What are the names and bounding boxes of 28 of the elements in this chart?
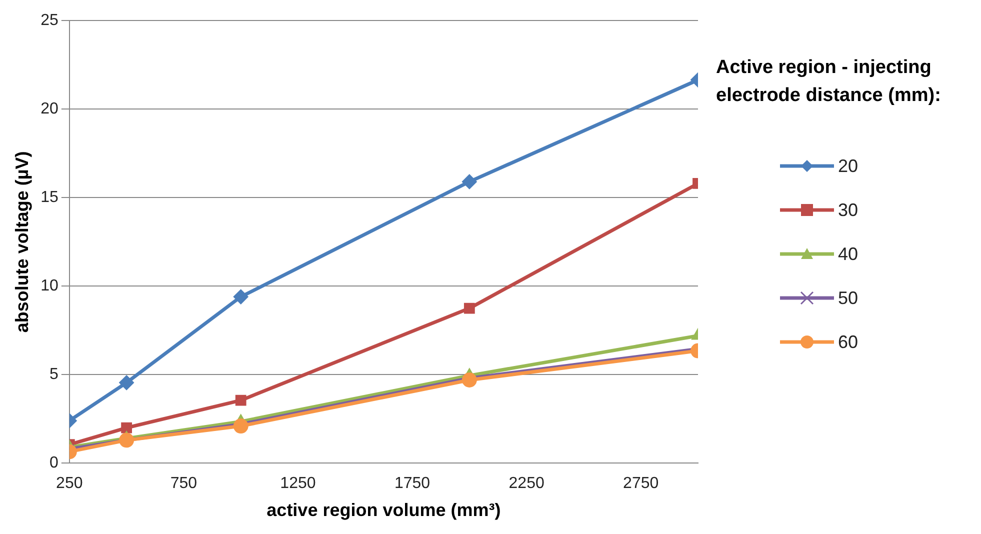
y-tick-label: 10	[40, 278, 58, 295]
point	[462, 174, 477, 190]
x-axis-title: active region volume (mm³)	[266, 500, 501, 520]
x-tick-label: 2250	[508, 475, 544, 492]
legend-label: 60	[838, 332, 858, 352]
legend-title: Active region - injecting electrode distance (mm):	[716, 56, 942, 108]
point	[462, 372, 477, 388]
legend-label: 50	[838, 288, 858, 308]
point	[119, 375, 134, 390]
legend-label: 30	[838, 200, 858, 220]
point	[233, 289, 248, 304]
y-tick-label: 25	[40, 12, 58, 30]
point	[464, 302, 475, 314]
y-tick-label: 20	[40, 100, 58, 118]
legend-label: 20	[838, 156, 858, 176]
x-tick-label: 1750	[394, 475, 430, 492]
y-tick-label: 0	[49, 454, 58, 472]
y-tick-label: 15	[40, 189, 58, 206]
x-tick-label: 750	[170, 475, 198, 492]
y-tick-label: 5	[49, 366, 58, 384]
x-tick-label: 250	[56, 475, 83, 492]
point	[119, 432, 134, 448]
y-axis-title: absolute voltage (µV)	[12, 151, 32, 333]
x-tick-label: 2750	[623, 475, 659, 492]
x-tick-label: 1250	[280, 475, 316, 492]
legend-label: 40	[838, 244, 858, 264]
point	[235, 394, 246, 406]
point	[233, 418, 248, 434]
